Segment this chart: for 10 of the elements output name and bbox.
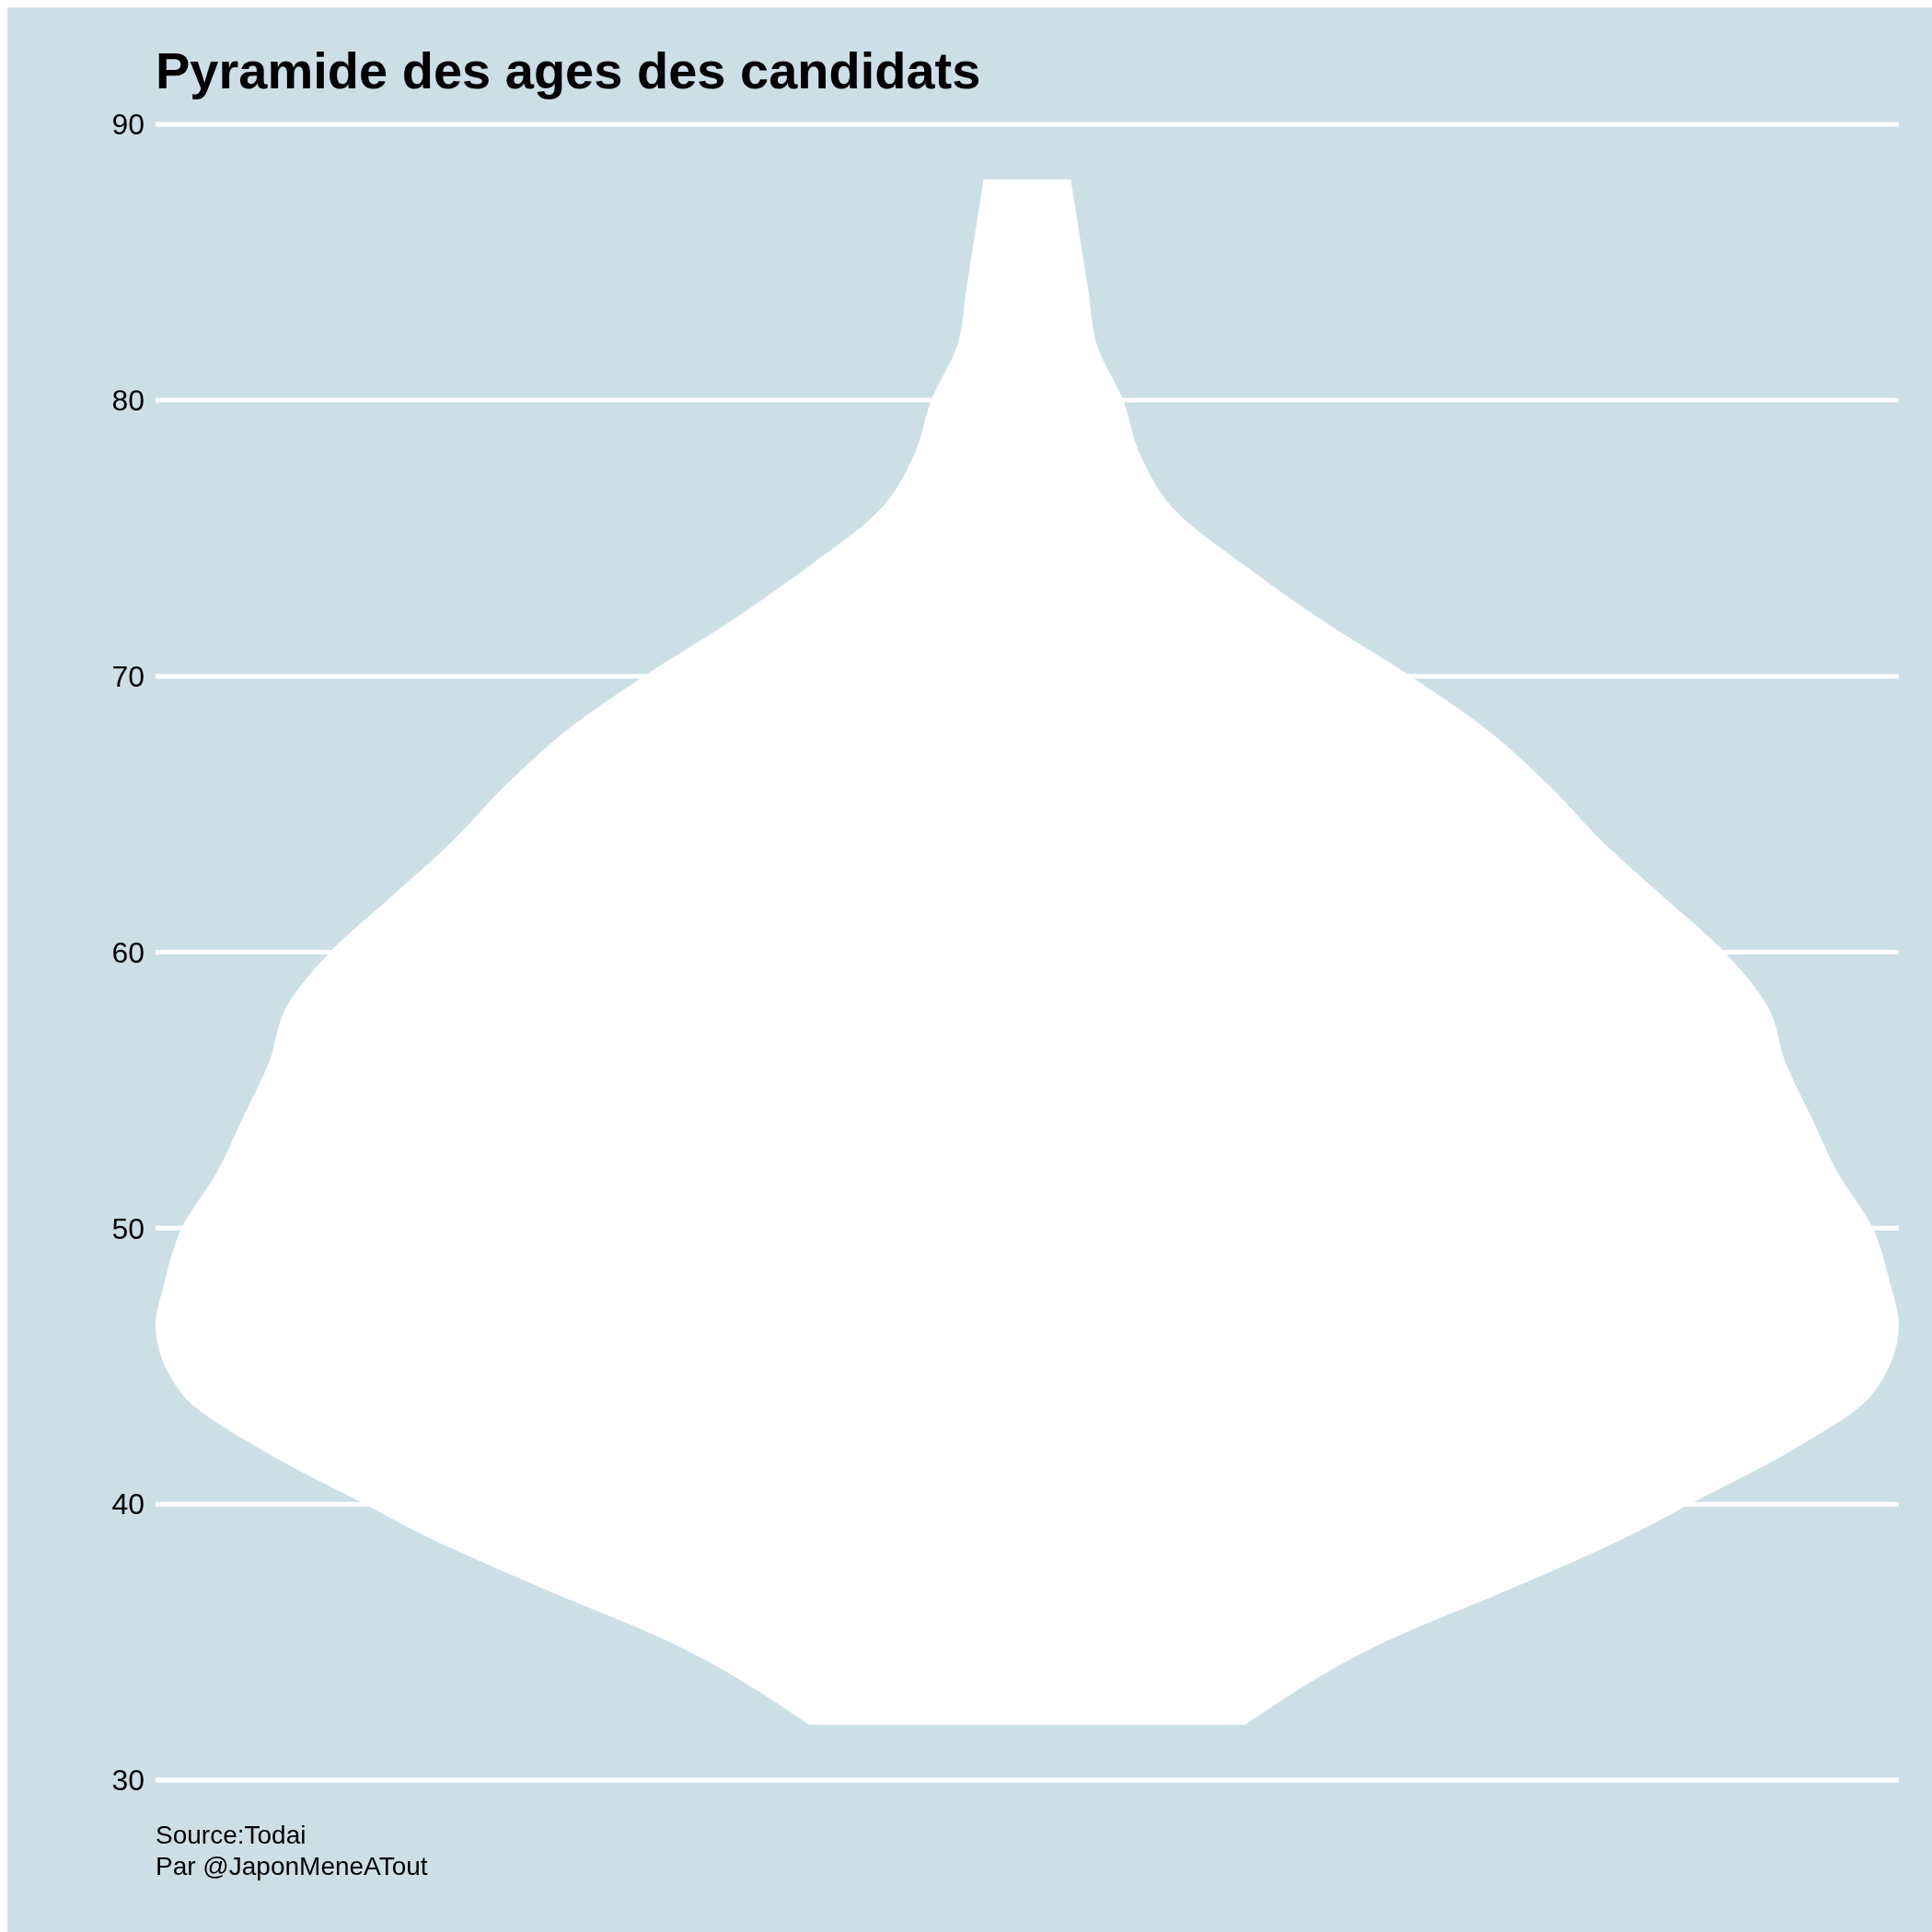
y-tick-label: 60 (111, 935, 145, 969)
text: Par @JaponMeneATout (156, 1852, 428, 1880)
source-note: Source:Todai (156, 1821, 307, 1849)
y-tick-label: 80 (111, 384, 145, 418)
text: Pyramide des ages des candidats (156, 41, 981, 99)
y-tick-label: 30 (111, 1764, 145, 1798)
y-tick-label: 50 (111, 1211, 145, 1245)
y-tick-label: 40 (111, 1487, 145, 1521)
y-tick-label: 90 (111, 108, 145, 142)
y-tick-label: 70 (111, 659, 145, 693)
